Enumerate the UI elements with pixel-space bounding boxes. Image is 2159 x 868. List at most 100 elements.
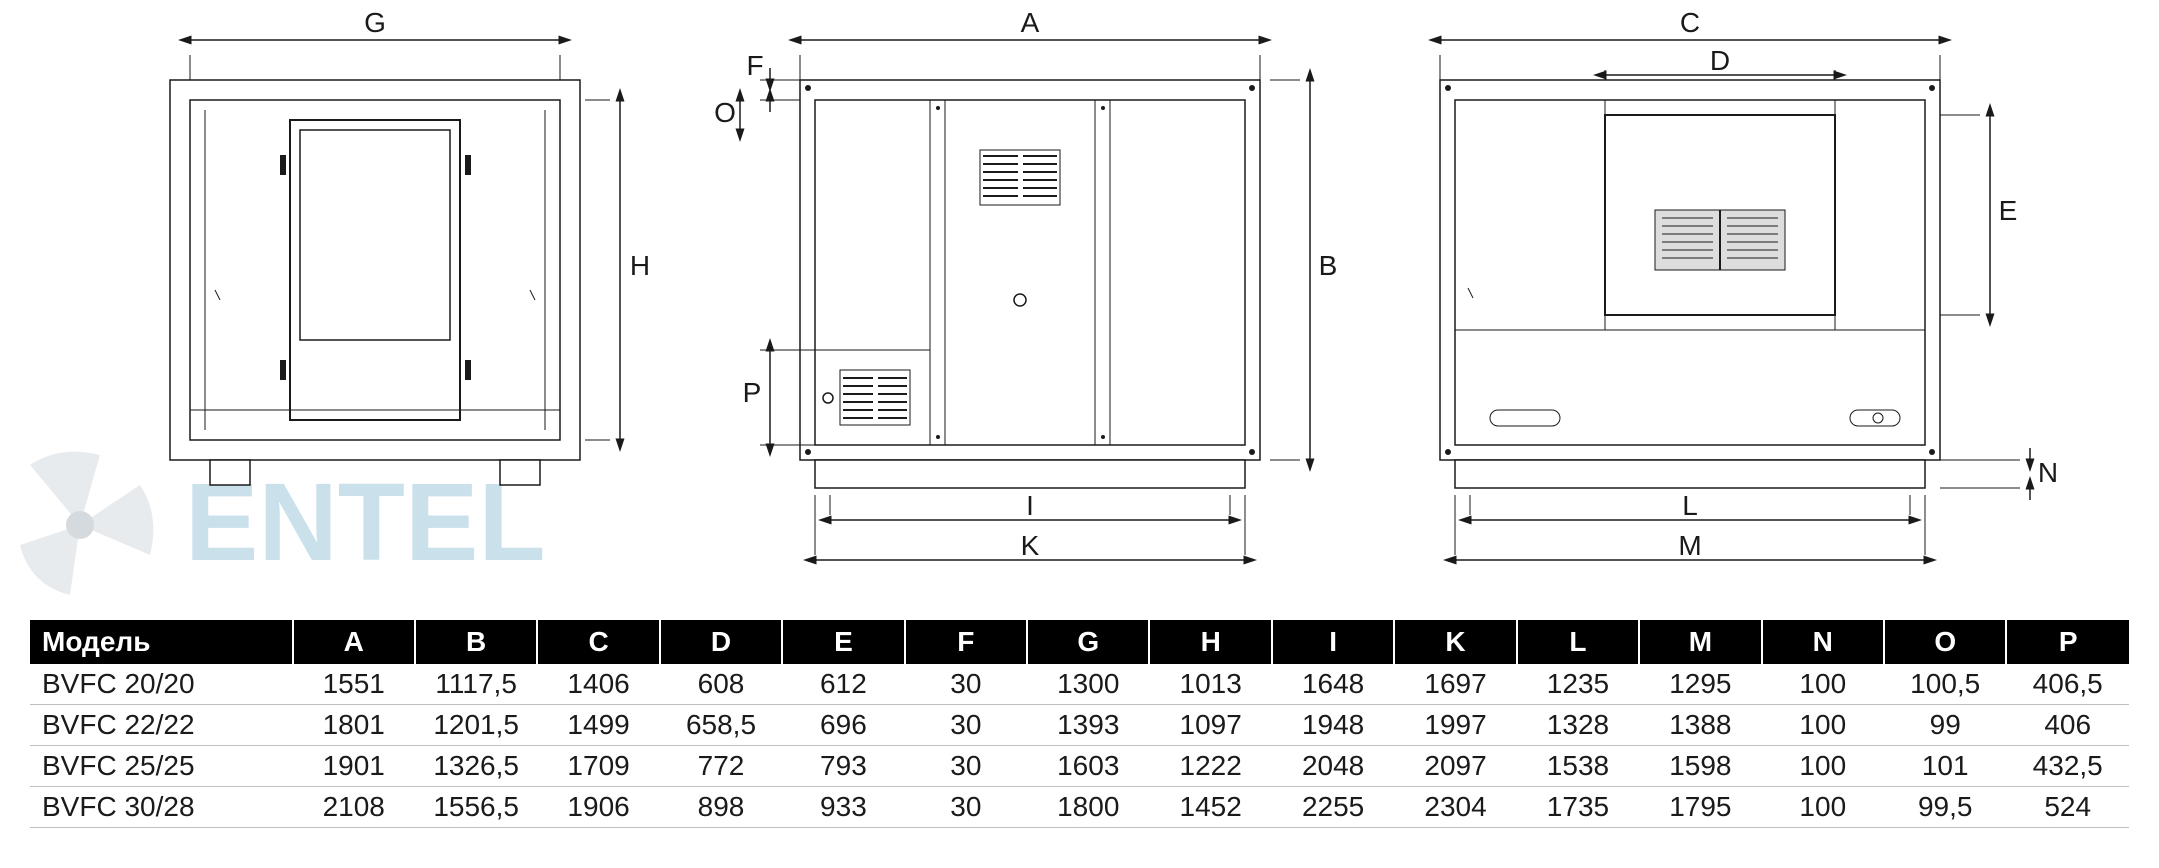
fan-outlet-icon xyxy=(1655,210,1785,270)
table-header-cell: K xyxy=(1394,620,1516,664)
value-cell: 1801 xyxy=(293,705,415,746)
value-cell: 406 xyxy=(2006,705,2129,746)
value-cell: 658,5 xyxy=(660,705,782,746)
table-header-cell: C xyxy=(537,620,659,664)
dim-label-l: L xyxy=(1682,490,1698,521)
value-cell: 101 xyxy=(1884,746,2006,787)
table-header-cell: I xyxy=(1272,620,1394,664)
value-cell: 2097 xyxy=(1394,746,1516,787)
dim-label-a: A xyxy=(1021,7,1040,38)
table-row: BVFC 25/2519011326,517097727933016031222… xyxy=(30,746,2129,787)
value-cell: 1328 xyxy=(1517,705,1639,746)
dimensions-table-wrap: МодельABCDEFGHIKLMNOP BVFC 20/2015511117… xyxy=(30,620,2129,828)
value-cell: 1735 xyxy=(1517,787,1639,828)
dim-label-h: H xyxy=(630,250,650,281)
value-cell: 1538 xyxy=(1517,746,1639,787)
value-cell: 1300 xyxy=(1027,664,1149,705)
dim-label-m: M xyxy=(1678,530,1701,561)
value-cell: 793 xyxy=(782,746,904,787)
dim-label-o: O xyxy=(714,97,736,128)
value-cell: 1235 xyxy=(1517,664,1639,705)
dim-label-i: I xyxy=(1026,490,1034,521)
value-cell: 1097 xyxy=(1149,705,1271,746)
table-row: BVFC 30/2821081556,519068989333018001452… xyxy=(30,787,2129,828)
value-cell: 99,5 xyxy=(1884,787,2006,828)
technical-drawings: G H xyxy=(0,0,2159,560)
model-cell: BVFC 30/28 xyxy=(30,787,293,828)
model-cell: BVFC 22/22 xyxy=(30,705,293,746)
table-header-cell: P xyxy=(2006,620,2129,664)
drawing-side-view: A F O xyxy=(700,0,1340,580)
value-cell: 1452 xyxy=(1149,787,1271,828)
value-cell: 99 xyxy=(1884,705,2006,746)
value-cell: 1117,5 xyxy=(415,664,537,705)
value-cell: 1648 xyxy=(1272,664,1394,705)
value-cell: 100 xyxy=(1762,664,1884,705)
value-cell: 432,5 xyxy=(2006,746,2129,787)
vent-grille-upper-icon xyxy=(980,150,1060,205)
value-cell: 2048 xyxy=(1272,746,1394,787)
table-header-cell: L xyxy=(1517,620,1639,664)
value-cell: 1709 xyxy=(537,746,659,787)
dim-label-b: B xyxy=(1319,250,1338,281)
value-cell: 1948 xyxy=(1272,705,1394,746)
drawing-front-view: G H xyxy=(120,0,660,560)
value-cell: 100 xyxy=(1762,705,1884,746)
value-cell: 1556,5 xyxy=(415,787,537,828)
value-cell: 30 xyxy=(905,787,1027,828)
model-cell: BVFC 20/20 xyxy=(30,664,293,705)
value-cell: 1997 xyxy=(1394,705,1516,746)
table-header-cell: D xyxy=(660,620,782,664)
value-cell: 772 xyxy=(660,746,782,787)
dimensions-table: МодельABCDEFGHIKLMNOP BVFC 20/2015511117… xyxy=(30,620,2129,828)
value-cell: 524 xyxy=(2006,787,2129,828)
value-cell: 1906 xyxy=(537,787,659,828)
table-header-cell: F xyxy=(905,620,1027,664)
table-header-cell: N xyxy=(1762,620,1884,664)
table-row: BVFC 22/2218011201,51499658,569630139310… xyxy=(30,705,2129,746)
value-cell: 1295 xyxy=(1639,664,1761,705)
value-cell: 1499 xyxy=(537,705,659,746)
table-header-cell: Модель xyxy=(30,620,293,664)
dim-label-f: F xyxy=(746,50,763,81)
value-cell: 1388 xyxy=(1639,705,1761,746)
dim-label-n: N xyxy=(2038,457,2058,488)
value-cell: 1551 xyxy=(293,664,415,705)
value-cell: 608 xyxy=(660,664,782,705)
vent-grille-lower-icon xyxy=(840,370,910,425)
table-header-cell: A xyxy=(293,620,415,664)
value-cell: 1201,5 xyxy=(415,705,537,746)
table-header-cell: E xyxy=(782,620,904,664)
value-cell: 2108 xyxy=(293,787,415,828)
model-cell: BVFC 25/25 xyxy=(30,746,293,787)
value-cell: 1013 xyxy=(1149,664,1271,705)
value-cell: 30 xyxy=(905,705,1027,746)
table-header-cell: B xyxy=(415,620,537,664)
value-cell: 1795 xyxy=(1639,787,1761,828)
value-cell: 1697 xyxy=(1394,664,1516,705)
value-cell: 1326,5 xyxy=(415,746,537,787)
value-cell: 696 xyxy=(782,705,904,746)
table-header-cell: O xyxy=(1884,620,2006,664)
drawing-rear-view: C D xyxy=(1380,0,2100,580)
value-cell: 406,5 xyxy=(2006,664,2129,705)
value-cell: 2255 xyxy=(1272,787,1394,828)
value-cell: 30 xyxy=(905,664,1027,705)
table-row: BVFC 20/2015511117,514066086123013001013… xyxy=(30,664,2129,705)
value-cell: 1598 xyxy=(1639,746,1761,787)
value-cell: 1393 xyxy=(1027,705,1149,746)
value-cell: 1222 xyxy=(1149,746,1271,787)
value-cell: 1406 xyxy=(537,664,659,705)
table-header-cell: H xyxy=(1149,620,1271,664)
value-cell: 30 xyxy=(905,746,1027,787)
value-cell: 933 xyxy=(782,787,904,828)
dim-label-d: D xyxy=(1710,45,1730,76)
value-cell: 1800 xyxy=(1027,787,1149,828)
value-cell: 2304 xyxy=(1394,787,1516,828)
value-cell: 612 xyxy=(782,664,904,705)
dim-label-k: K xyxy=(1021,530,1040,561)
table-header-row: МодельABCDEFGHIKLMNOP xyxy=(30,620,2129,664)
dim-label-c: C xyxy=(1680,7,1700,38)
dim-label-e: E xyxy=(1999,195,2018,226)
value-cell: 100 xyxy=(1762,746,1884,787)
